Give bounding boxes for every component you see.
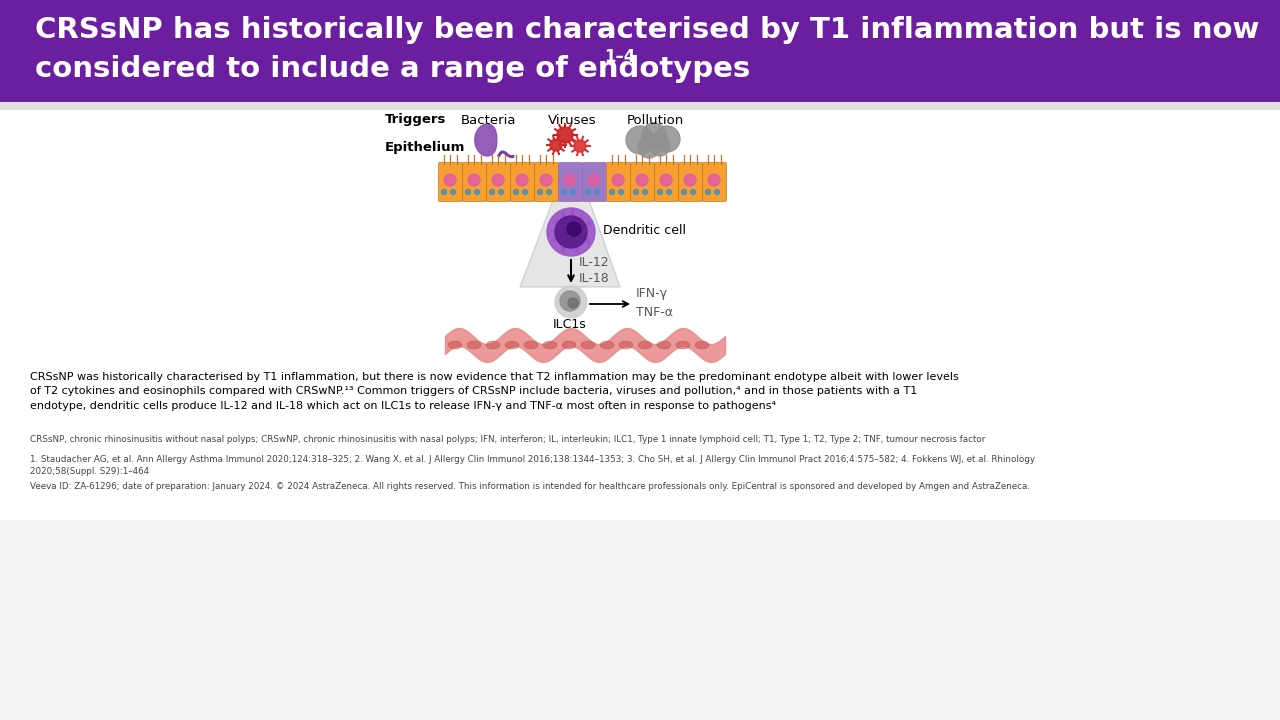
- Circle shape: [492, 174, 504, 186]
- Circle shape: [612, 174, 625, 186]
- Circle shape: [658, 189, 663, 194]
- Polygon shape: [520, 200, 620, 287]
- Text: IL-18: IL-18: [579, 271, 609, 284]
- Circle shape: [708, 174, 719, 186]
- Circle shape: [585, 189, 590, 194]
- Bar: [0, 0, 1280, 102]
- Text: Epithelium: Epithelium: [385, 142, 466, 155]
- Polygon shape: [475, 124, 497, 156]
- Circle shape: [538, 189, 543, 194]
- Text: ILC1s: ILC1s: [553, 318, 586, 330]
- Ellipse shape: [657, 341, 671, 349]
- Circle shape: [636, 174, 648, 186]
- FancyBboxPatch shape: [486, 163, 511, 202]
- Text: Bacteria: Bacteria: [461, 114, 516, 127]
- Circle shape: [594, 189, 599, 194]
- FancyBboxPatch shape: [678, 163, 703, 202]
- FancyBboxPatch shape: [439, 163, 462, 202]
- Ellipse shape: [486, 341, 500, 349]
- Circle shape: [513, 189, 518, 194]
- Circle shape: [567, 222, 581, 236]
- Circle shape: [468, 174, 480, 186]
- Ellipse shape: [562, 341, 576, 349]
- Text: CRSsNP was historically characterised by T1 inflammation, but there is now evide: CRSsNP was historically characterised by…: [29, 372, 959, 411]
- Circle shape: [444, 174, 456, 186]
- FancyBboxPatch shape: [654, 163, 678, 202]
- Text: Dendritic cell: Dendritic cell: [603, 223, 686, 236]
- Circle shape: [498, 189, 503, 194]
- Ellipse shape: [620, 341, 634, 349]
- Bar: [0, 520, 1280, 720]
- Circle shape: [442, 189, 447, 194]
- Ellipse shape: [695, 341, 709, 349]
- FancyBboxPatch shape: [582, 163, 607, 202]
- Circle shape: [667, 189, 672, 194]
- Ellipse shape: [676, 341, 690, 349]
- Circle shape: [705, 189, 710, 194]
- Text: TNF-α: TNF-α: [636, 305, 673, 318]
- Circle shape: [522, 189, 527, 194]
- Circle shape: [609, 189, 614, 194]
- FancyBboxPatch shape: [703, 163, 727, 202]
- Circle shape: [684, 174, 696, 186]
- FancyBboxPatch shape: [462, 163, 486, 202]
- Circle shape: [561, 291, 580, 311]
- Circle shape: [571, 189, 576, 194]
- Circle shape: [562, 189, 567, 194]
- FancyBboxPatch shape: [631, 163, 654, 202]
- Circle shape: [564, 174, 576, 186]
- Text: Veeva ID: ZA-61296; date of preparation: January 2024. © 2024 AstraZeneca. All r: Veeva ID: ZA-61296; date of preparation:…: [29, 482, 1030, 491]
- Text: CRSsNP, chronic rhinosinusitis without nasal polyps; CRSwNP, chronic rhinosinusi: CRSsNP, chronic rhinosinusitis without n…: [29, 435, 986, 444]
- Text: IFN-γ: IFN-γ: [636, 287, 668, 300]
- Text: 1–4: 1–4: [604, 48, 635, 66]
- Circle shape: [556, 286, 588, 318]
- Ellipse shape: [467, 341, 481, 349]
- Circle shape: [637, 136, 660, 158]
- Circle shape: [681, 189, 686, 194]
- Circle shape: [556, 216, 588, 248]
- Text: Pollution: Pollution: [626, 114, 684, 127]
- Circle shape: [690, 189, 695, 194]
- Ellipse shape: [448, 341, 462, 349]
- Ellipse shape: [600, 341, 614, 349]
- FancyBboxPatch shape: [558, 163, 582, 202]
- Circle shape: [568, 298, 579, 308]
- Ellipse shape: [581, 341, 595, 349]
- Text: Triggers: Triggers: [385, 114, 447, 127]
- FancyBboxPatch shape: [607, 163, 631, 202]
- Circle shape: [626, 126, 654, 154]
- Circle shape: [451, 189, 456, 194]
- Circle shape: [516, 174, 529, 186]
- Circle shape: [466, 189, 471, 194]
- Polygon shape: [573, 140, 586, 152]
- Ellipse shape: [637, 341, 652, 349]
- Circle shape: [588, 174, 600, 186]
- Ellipse shape: [543, 341, 557, 349]
- Bar: [0, 102, 1280, 110]
- Text: 1. Staudacher AG, et al. Ann Allergy Asthma Immunol 2020;124:318–325; 2. Wang X,: 1. Staudacher AG, et al. Ann Allergy Ast…: [29, 455, 1036, 476]
- Circle shape: [475, 189, 480, 194]
- Text: CRSsNP has historically been characterised by T1 inflammation but is now: CRSsNP has historically been characteris…: [35, 16, 1260, 44]
- Circle shape: [547, 208, 595, 256]
- Circle shape: [540, 174, 552, 186]
- FancyBboxPatch shape: [535, 163, 558, 202]
- Circle shape: [634, 189, 639, 194]
- Polygon shape: [557, 127, 573, 143]
- Circle shape: [714, 189, 719, 194]
- Ellipse shape: [506, 341, 518, 349]
- Circle shape: [489, 189, 494, 194]
- Text: IL-12: IL-12: [579, 256, 609, 269]
- Circle shape: [643, 123, 666, 147]
- Text: considered to include a range of endotypes: considered to include a range of endotyp…: [35, 55, 750, 83]
- Text: Viruses: Viruses: [548, 114, 596, 127]
- Polygon shape: [550, 139, 562, 151]
- Circle shape: [650, 136, 669, 156]
- Circle shape: [660, 174, 672, 186]
- Circle shape: [618, 189, 623, 194]
- Circle shape: [643, 189, 648, 194]
- Circle shape: [654, 126, 680, 152]
- Circle shape: [547, 189, 552, 194]
- FancyBboxPatch shape: [511, 163, 535, 202]
- Ellipse shape: [524, 341, 538, 349]
